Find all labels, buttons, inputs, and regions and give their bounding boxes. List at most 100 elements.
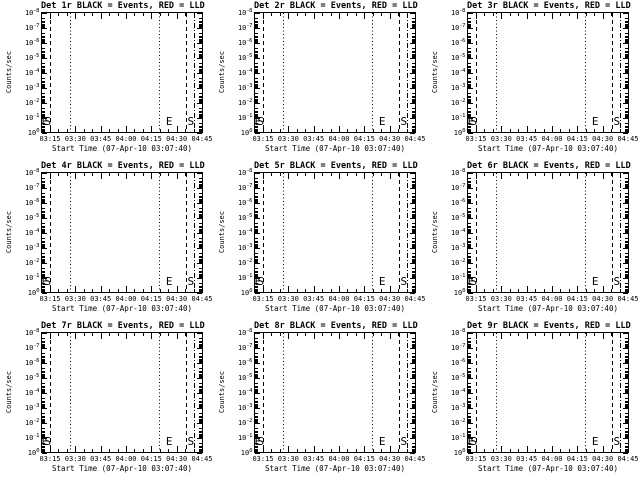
y-major-tick-left <box>255 233 260 234</box>
y-minor-tick-left <box>255 347 258 349</box>
x-major-tick-top <box>602 13 604 19</box>
y-minor-tick-right <box>199 260 202 262</box>
y-minor-tick-right <box>412 355 415 357</box>
y-minor-tick-left <box>468 367 471 369</box>
y-minor-tick-right <box>199 98 202 100</box>
y-tick-exponent: -6 <box>246 358 252 364</box>
y-minor-tick-left <box>255 352 258 354</box>
y-minor-tick-right <box>199 26 202 28</box>
y-minor-tick-left <box>42 54 45 56</box>
y-minor-tick-right <box>625 122 628 124</box>
y-major-tick-left <box>255 333 260 334</box>
x-minor-tick-top <box>594 13 596 16</box>
y-minor-tick-left <box>255 421 258 423</box>
y-minor-tick-left <box>255 98 258 100</box>
y-major-tick-right <box>410 348 415 349</box>
flag-letter-s: S <box>470 115 478 128</box>
y-minor-tick-left <box>42 270 45 272</box>
y-minor-tick-right <box>412 71 415 73</box>
flag-letter-e: E <box>41 275 49 288</box>
y-minor-tick-right <box>625 373 628 375</box>
y-tick-label: 10-1 <box>426 273 466 283</box>
y-minor-tick-left <box>468 242 471 244</box>
y-minor-tick-right <box>625 448 628 450</box>
y-minor-tick-left <box>42 240 45 242</box>
y-minor-tick-left <box>468 97 471 99</box>
y-minor-tick-right <box>412 376 415 378</box>
y-minor-tick-left <box>255 131 258 133</box>
y-minor-tick-right <box>625 201 628 203</box>
y-minor-tick-right <box>412 430 415 432</box>
y-minor-tick-right <box>412 186 415 188</box>
y-tick-label: 100 <box>213 288 253 298</box>
y-tick-base: 10 <box>24 114 34 122</box>
y-minor-tick-right <box>625 116 628 118</box>
y-tick-exponent: -4 <box>246 228 252 234</box>
y-minor-tick-right <box>412 25 415 27</box>
y-minor-tick-right <box>625 375 628 377</box>
y-minor-tick-right <box>199 397 202 399</box>
y-major-tick-right <box>623 363 628 364</box>
y-tick-base: 10 <box>237 329 247 337</box>
y-minor-tick-right <box>625 419 628 421</box>
x-tick-label: 03:45 <box>90 295 112 303</box>
y-minor-tick-left <box>468 352 471 354</box>
y-tick-label: 10-7 <box>0 183 40 193</box>
y-minor-tick-right <box>625 99 628 101</box>
y-tick-label: 10-7 <box>213 23 253 33</box>
y-minor-tick-right <box>199 388 202 390</box>
y-tick-label: 10-1 <box>426 113 466 123</box>
flag-line-dotted <box>495 13 497 132</box>
y-minor-tick-right <box>412 125 415 127</box>
y-minor-tick-left <box>42 27 45 29</box>
y-minor-tick-right <box>412 231 415 233</box>
y-minor-tick-left <box>255 385 258 387</box>
y-minor-tick-right <box>412 62 415 64</box>
y-tick-base: 10 <box>24 274 34 282</box>
y-minor-tick-left <box>42 199 45 201</box>
y-tick-base: 10 <box>24 374 34 382</box>
y-minor-tick-left <box>42 85 45 87</box>
x-minor-tick-bottom <box>168 129 170 132</box>
y-minor-tick-left <box>42 195 45 197</box>
y-minor-tick-right <box>199 420 202 422</box>
y-major-tick-left <box>42 333 47 334</box>
y-minor-tick-right <box>199 435 202 437</box>
y-minor-tick-left <box>468 84 471 86</box>
x-minor-tick-top <box>568 173 570 176</box>
y-tick-label: 10-3 <box>213 403 253 413</box>
x-major-tick-bottom <box>288 126 290 132</box>
y-minor-tick-left <box>255 22 258 24</box>
y-major-tick-right <box>410 188 415 189</box>
y-minor-tick-left <box>42 202 45 204</box>
y-tick-exponent: -1 <box>33 273 39 279</box>
y-minor-tick-right <box>199 183 202 185</box>
y-tick-base: 10 <box>450 199 460 207</box>
y-minor-tick-right <box>412 260 415 262</box>
y-major-tick-right <box>197 103 202 104</box>
y-minor-tick-left <box>468 107 471 109</box>
y-minor-tick-right <box>199 117 202 119</box>
y-tick-base: 10 <box>24 24 34 32</box>
y-minor-tick-left <box>255 412 258 414</box>
y-tick-label: 10-6 <box>0 198 40 208</box>
y-minor-tick-right <box>625 199 628 201</box>
y-tick-exponent: -5 <box>459 373 465 379</box>
y-minor-tick-left <box>468 412 471 414</box>
x-major-tick-top <box>100 13 102 19</box>
y-minor-tick-right <box>412 67 415 69</box>
y-minor-tick-left <box>42 222 45 224</box>
y-minor-tick-left <box>42 402 45 404</box>
y-minor-tick-left <box>42 374 45 376</box>
y-minor-tick-left <box>468 214 471 216</box>
y-tick-label: 10-3 <box>0 83 40 93</box>
y-tick-base: 10 <box>24 344 34 352</box>
y-minor-tick-left <box>255 183 258 185</box>
y-major-tick-right <box>197 363 202 364</box>
y-minor-tick-left <box>255 42 258 44</box>
y-minor-tick-left <box>255 277 258 279</box>
x-minor-tick-top <box>355 173 357 176</box>
x-tick-label: 04:30 <box>592 135 614 143</box>
x-minor-tick-top <box>535 13 537 16</box>
x-tick-label: 03:30 <box>490 135 512 143</box>
